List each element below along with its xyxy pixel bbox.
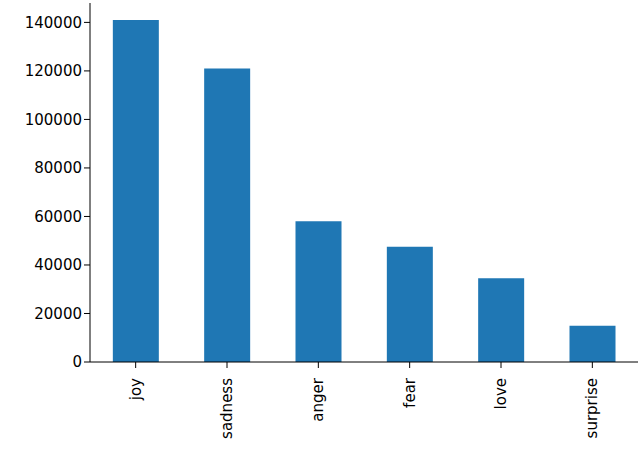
- svg-text:joy: joy: [127, 378, 145, 401]
- svg-text:120000: 120000: [25, 62, 82, 80]
- svg-text:anger: anger: [309, 377, 327, 421]
- svg-text:surprise: surprise: [583, 378, 601, 438]
- svg-text:100000: 100000: [25, 111, 82, 129]
- svg-text:140000: 140000: [25, 14, 82, 32]
- svg-text:20000: 20000: [34, 305, 82, 323]
- svg-text:love: love: [492, 378, 510, 409]
- svg-text:fear: fear: [401, 377, 419, 408]
- svg-text:40000: 40000: [34, 256, 82, 274]
- svg-text:80000: 80000: [34, 159, 82, 177]
- svg-text:60000: 60000: [34, 208, 82, 226]
- svg-text:0: 0: [72, 353, 82, 371]
- svg-text:sadness: sadness: [218, 378, 236, 439]
